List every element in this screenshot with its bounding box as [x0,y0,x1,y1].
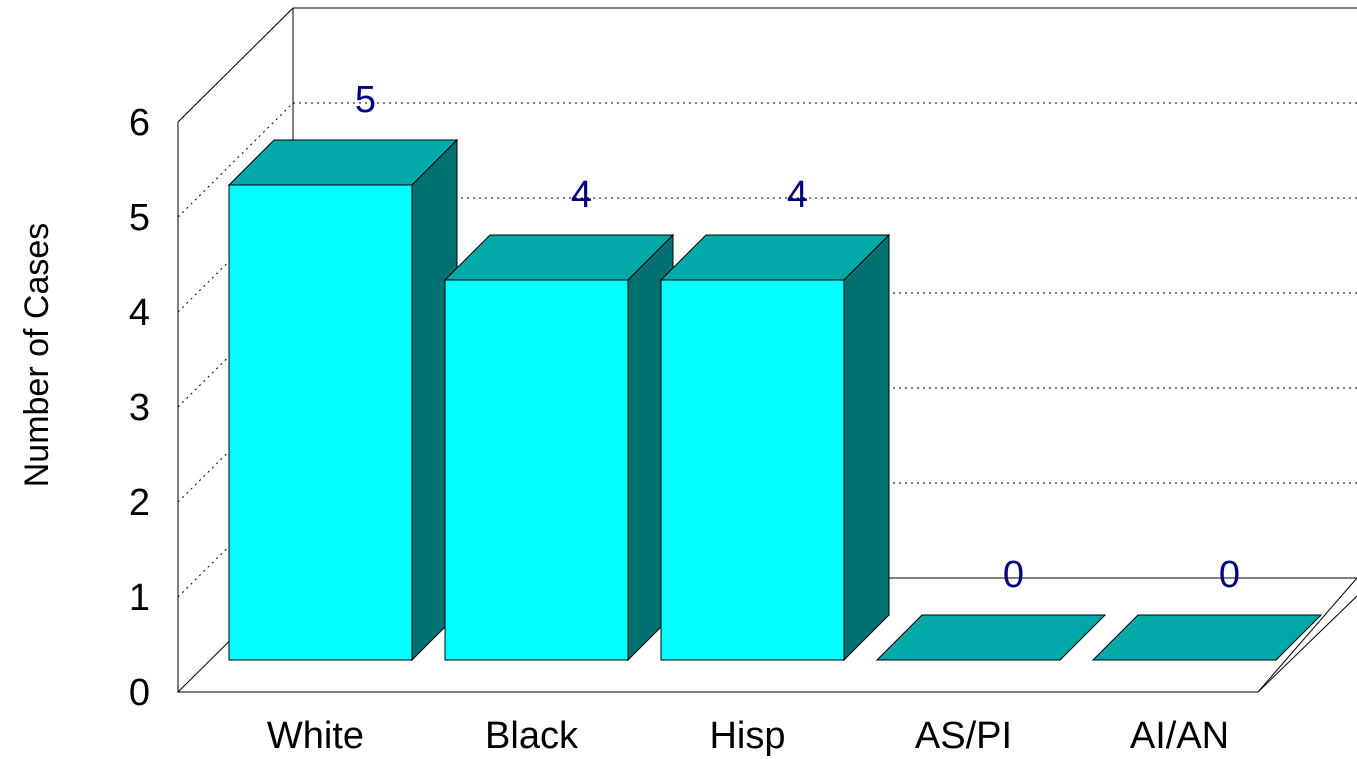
x-category-label: Hisp [709,715,785,757]
bar-side [843,233,890,662]
bars [227,138,1323,662]
x-category-label: AS/PI [915,715,1012,757]
left-wall-top-edge [177,7,294,123]
y-tick-label: 1 [129,577,150,619]
x-category-label: AI/AN [1130,715,1229,757]
x-category-label: White [267,715,364,757]
data-label: 5 [355,79,376,121]
bar-front [444,279,629,661]
x-axis-categories: White Black Hisp AS/PI AI/AN [267,715,1229,757]
bar-top [875,614,1107,661]
bar-front [660,279,845,661]
bar-hisp [659,233,891,662]
y-tick-label: 0 [129,672,150,714]
data-label: 4 [571,174,592,216]
bar-front [228,184,413,661]
y-axis-ticks: 0 1 2 3 4 5 6 [129,102,150,714]
bar-top [1091,614,1323,661]
y-tick-label: 2 [129,482,150,524]
y-tick-label: 3 [129,387,150,429]
x-category-label: Black [485,715,579,757]
data-label: 0 [1003,554,1024,596]
floor-right-edge [1257,595,1357,693]
y-tick-label: 6 [129,102,150,144]
y-tick-label: 4 [129,292,150,334]
data-labels: 5 4 4 0 0 [355,79,1240,596]
data-label: 4 [787,174,808,216]
y-tick-label: 5 [129,197,150,239]
bar-white [227,138,459,662]
data-label: 0 [1219,554,1240,596]
y-axis-label: Number of Cases [18,223,56,488]
bar-black [443,233,675,662]
bar-as-pi [875,614,1107,661]
bar-ai-an [1091,614,1323,661]
